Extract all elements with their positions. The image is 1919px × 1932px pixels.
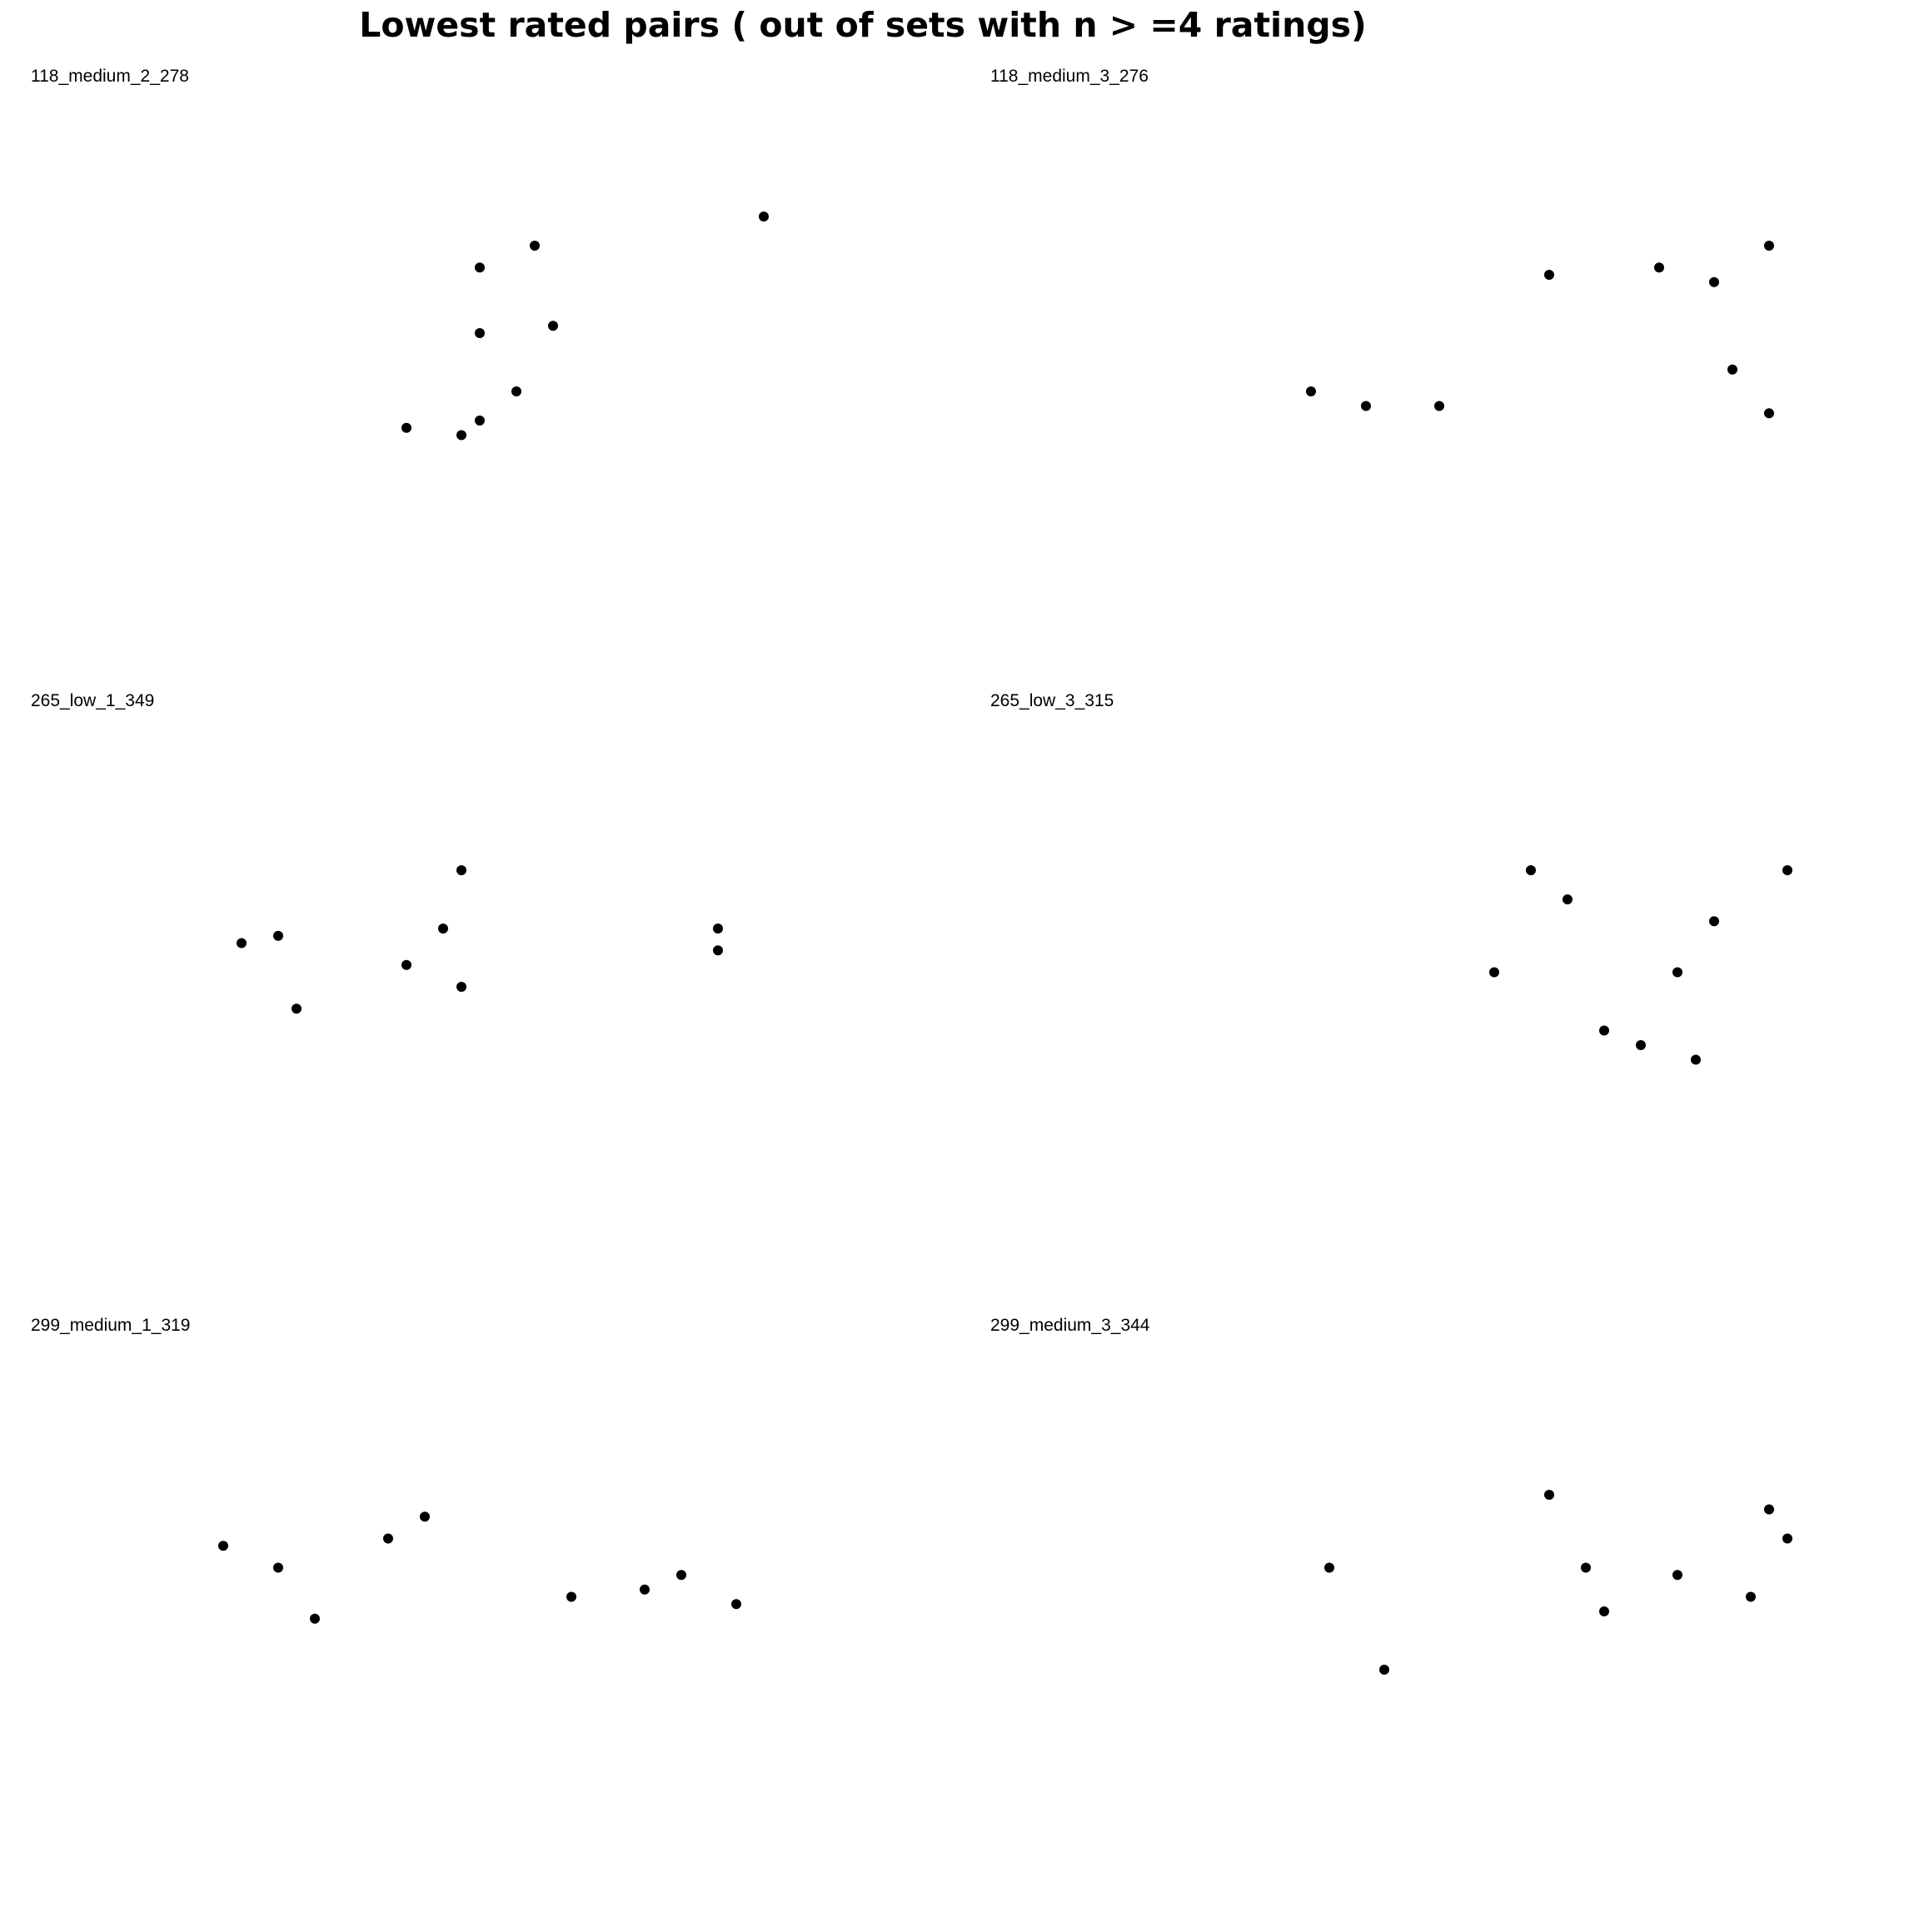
scatter-point <box>456 430 466 441</box>
scatter-point <box>218 1541 228 1551</box>
scatter-point <box>511 386 521 396</box>
scatter-plot-area <box>218 1511 741 1624</box>
scatter-point <box>1764 408 1774 419</box>
scatter-point <box>1489 967 1499 978</box>
scatter-point <box>1746 1591 1756 1602</box>
scatter-point <box>1782 1533 1792 1544</box>
scatter-point <box>475 328 485 338</box>
panel-title: 265_low_1_349 <box>31 691 155 710</box>
scatter-point <box>420 1511 430 1522</box>
scatter-plot-area <box>1489 865 1792 1065</box>
scatter-point <box>1636 1040 1646 1050</box>
scatter-point <box>530 241 540 251</box>
scatter-panel-2: 118_medium_3_276 <box>990 67 1907 683</box>
scatter-point <box>1764 241 1774 251</box>
scatter-point <box>383 1533 393 1544</box>
scatter-point <box>1672 1570 1682 1581</box>
scatter-point <box>1709 916 1719 927</box>
scatter-panel-1: 118_medium_2_278 <box>31 67 947 683</box>
scatter-point <box>1727 364 1737 375</box>
figure-title: Lowest rated pairs ( out of sets with n … <box>359 5 1367 45</box>
scatter-point <box>438 924 448 934</box>
scatter-point <box>273 1562 283 1573</box>
scatter-point <box>456 982 466 992</box>
scatter-point <box>1434 401 1444 411</box>
scatter-plot-area <box>401 212 769 441</box>
scatter-panel-3: 265_low_1_349 <box>31 691 947 1307</box>
scatter-point <box>1691 1054 1701 1065</box>
scatter-point <box>759 212 769 222</box>
scatter-point <box>731 1599 741 1610</box>
scatter-point <box>1581 1562 1591 1573</box>
scatter-point <box>1544 270 1554 280</box>
scatter-point <box>1672 967 1682 978</box>
panel-title: 118_medium_2_278 <box>31 67 189 86</box>
scatter-point <box>1544 1490 1554 1500</box>
scatter-point <box>475 416 485 426</box>
scatter-point <box>401 959 411 970</box>
scatter-plot-area <box>237 865 723 1014</box>
scatter-panel-5: 299_medium_1_319 <box>31 1316 947 1932</box>
scatter-point <box>1324 1562 1334 1573</box>
scatter-point <box>401 422 411 433</box>
scatter-point <box>548 321 558 331</box>
scatter-point <box>1709 276 1719 287</box>
scatter-point <box>1654 262 1664 273</box>
panel-title: 299_medium_3_344 <box>990 1316 1150 1335</box>
scatter-point <box>237 938 247 949</box>
scatter-plot-area <box>1324 1490 1792 1675</box>
scatter-point <box>1764 1504 1774 1515</box>
scatter-panel-6: 299_medium_3_344 <box>990 1316 1907 1932</box>
scatter-point <box>1379 1665 1389 1675</box>
scatter-point <box>1361 401 1371 411</box>
scatter-point <box>713 924 723 934</box>
scatter-point <box>475 262 485 273</box>
scatter-point <box>273 930 283 941</box>
scatter-point <box>566 1591 576 1602</box>
scatter-panel-4: 265_low_3_315 <box>990 691 1907 1307</box>
scatter-point <box>292 1003 302 1014</box>
panel-title: 265_low_3_315 <box>990 691 1114 710</box>
scatter-point <box>1599 1025 1609 1036</box>
scatter-point <box>1306 386 1316 396</box>
scatter-point <box>640 1584 650 1595</box>
scatter-point <box>456 865 466 875</box>
scatter-plot-area <box>1306 241 1774 419</box>
scatter-point <box>713 945 723 956</box>
scatter-point <box>310 1613 320 1624</box>
scatter-point <box>1563 894 1573 904</box>
panel-title: 118_medium_3_276 <box>990 67 1149 86</box>
scatter-point <box>1526 865 1536 875</box>
scatter-point <box>1599 1606 1609 1616</box>
panel-title: 299_medium_1_319 <box>31 1316 191 1335</box>
scatter-point <box>1782 865 1792 875</box>
scatter-point <box>676 1570 686 1581</box>
